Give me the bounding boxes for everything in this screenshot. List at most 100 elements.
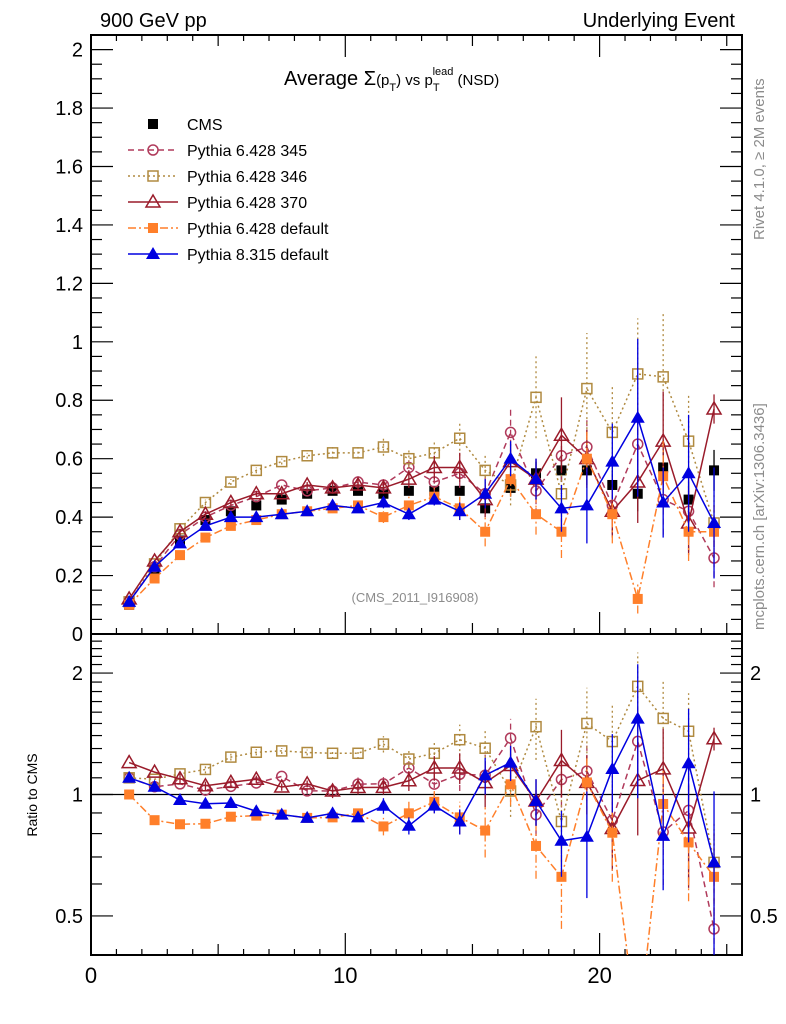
- data-point: [377, 441, 390, 453]
- ratio-point: [505, 779, 516, 790]
- ratio-point: [247, 770, 265, 786]
- ratio-point: [199, 763, 212, 776]
- ratio-point: [607, 827, 618, 838]
- data-point: [607, 509, 618, 520]
- ratio-point: [504, 732, 517, 744]
- ratio-point: [453, 733, 466, 746]
- legend-item: Pythia 6.428 346: [128, 169, 307, 186]
- y-tick-label: 2: [72, 40, 83, 62]
- data-point: [403, 452, 415, 465]
- ratio-point: [630, 711, 645, 724]
- ratio-point: [581, 717, 593, 730]
- y-tick-label: 0.2: [55, 566, 83, 588]
- data-point: [326, 447, 339, 459]
- legend-label: Pythia 6.428 346: [187, 169, 307, 186]
- data-point: [454, 485, 465, 496]
- ratio-point: [352, 747, 364, 760]
- ratio-point: [349, 779, 367, 794]
- series-pythia-8-315-default: [122, 338, 722, 607]
- ratio-point: [173, 793, 188, 806]
- data-point: [453, 432, 466, 444]
- data-point: [222, 494, 240, 509]
- ratio-point: [553, 752, 570, 767]
- data-point: [480, 526, 491, 537]
- ratio-y-tick-label: 2: [72, 663, 83, 685]
- legend-item: Pythia 6.428 345: [128, 143, 307, 160]
- x-tick-label: 10: [333, 963, 357, 988]
- ratio-point: [681, 756, 696, 769]
- data-point: [401, 507, 416, 520]
- ratio-point: [324, 782, 341, 797]
- data-point: [478, 486, 493, 499]
- ratio-point: [707, 855, 722, 868]
- data-point: [503, 451, 518, 464]
- y-tick-label: 0.4: [55, 507, 83, 529]
- ratio-point: [427, 798, 442, 811]
- y-tick-label: 1.8: [55, 98, 83, 120]
- legend-marker: [148, 223, 158, 233]
- data-point: [581, 382, 593, 395]
- data-point: [681, 466, 696, 479]
- data-point: [705, 400, 723, 415]
- y-tick-label: 1.4: [55, 215, 83, 237]
- data-point: [349, 476, 367, 491]
- ratio-point: [377, 738, 390, 750]
- ratio-point: [197, 777, 214, 792]
- ratio-series-pythia-8-315-default: [122, 664, 722, 955]
- ratio-point: [124, 789, 135, 800]
- series-pythia-6-428-345: [123, 403, 720, 608]
- ratio-point: [479, 742, 491, 754]
- legend-marker: [147, 144, 159, 156]
- data-point: [504, 426, 517, 439]
- ratio-point: [531, 840, 542, 851]
- data-point: [352, 447, 364, 459]
- ratio-point: [147, 779, 162, 792]
- ratio-point: [351, 810, 366, 823]
- data-point: [630, 410, 645, 423]
- ratio-point: [273, 778, 291, 793]
- ratio-point: [326, 747, 339, 760]
- ratio-point: [175, 819, 186, 830]
- ratio-point: [376, 798, 391, 811]
- header-right: Underlying Event: [583, 10, 736, 32]
- legend-label: Pythia 6.428 345: [187, 143, 307, 160]
- ratio-point: [451, 759, 469, 774]
- ratio-point: [298, 775, 316, 790]
- ratio-point: [554, 833, 569, 846]
- data-point: [173, 536, 188, 549]
- ratio-panel: 0.5 0.51 12 20 10 20: [55, 633, 778, 988]
- data-point: [554, 501, 569, 514]
- data-point: [400, 470, 418, 485]
- ratio-point: [200, 818, 211, 829]
- ratio-point: [149, 815, 160, 826]
- y-tick-label: 1: [72, 332, 83, 354]
- data-point: [375, 479, 392, 494]
- y-tick-label: 1.6: [55, 156, 83, 178]
- ratio-point: [249, 804, 264, 817]
- data-point: [250, 464, 263, 477]
- data-point: [479, 464, 491, 477]
- main-panel: 0 0.2 0.4 0.6 0.8 1 1.2 1.4 1.6 1.8 2: [55, 34, 743, 646]
- data-point: [276, 494, 287, 505]
- header-left: 900 GeV pp: [100, 10, 207, 32]
- source-label: mcplots.cern.ch [arXiv:1306.3436]: [751, 403, 768, 630]
- legend-label: Pythia 6.428 370: [187, 195, 307, 212]
- series-line: [128, 456, 715, 606]
- ratio-point: [529, 793, 544, 806]
- ratio-series-pythia-6-428-370: [120, 727, 723, 888]
- data-point: [225, 520, 236, 531]
- data-point: [198, 518, 213, 531]
- ratio-point: [225, 811, 236, 822]
- legend-label: CMS: [187, 117, 223, 134]
- ratio-point: [656, 828, 671, 841]
- data-point: [605, 454, 620, 467]
- data-point: [325, 498, 340, 511]
- x-tick-label: 0: [85, 963, 97, 988]
- ratio-point: [503, 755, 518, 768]
- ratio-line: [128, 716, 715, 863]
- ratio-line: [128, 780, 715, 955]
- ratio-point: [223, 796, 238, 809]
- ratio-point: [122, 770, 137, 783]
- data-point: [530, 391, 542, 404]
